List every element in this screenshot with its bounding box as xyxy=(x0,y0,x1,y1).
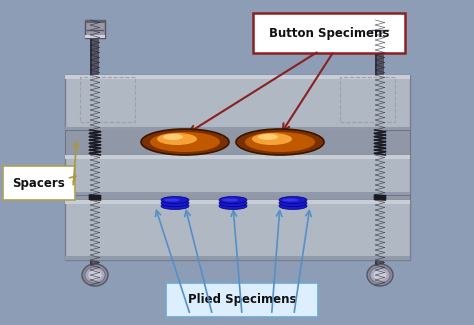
Bar xyxy=(65,195,90,200)
Bar xyxy=(91,20,92,285)
Ellipse shape xyxy=(279,202,307,210)
Bar xyxy=(385,195,410,200)
Bar xyxy=(385,130,410,155)
Ellipse shape xyxy=(219,197,247,203)
FancyBboxPatch shape xyxy=(3,166,75,200)
Bar xyxy=(85,20,105,23)
Ellipse shape xyxy=(279,197,307,203)
Ellipse shape xyxy=(82,264,108,286)
Bar xyxy=(65,256,410,260)
FancyBboxPatch shape xyxy=(253,13,405,53)
Ellipse shape xyxy=(222,199,238,202)
Ellipse shape xyxy=(245,132,315,152)
Bar xyxy=(65,75,410,130)
Bar xyxy=(375,20,384,285)
Text: Button Specimens: Button Specimens xyxy=(269,27,389,40)
Bar xyxy=(370,35,390,38)
Ellipse shape xyxy=(161,202,189,210)
Ellipse shape xyxy=(161,200,189,206)
Bar xyxy=(85,35,105,38)
Bar xyxy=(65,195,410,200)
Text: Spacers: Spacers xyxy=(13,176,65,189)
Bar xyxy=(65,155,410,195)
Ellipse shape xyxy=(219,200,247,206)
Text: Plied Specimens: Plied Specimens xyxy=(188,293,296,306)
Ellipse shape xyxy=(164,199,180,202)
Ellipse shape xyxy=(258,134,278,140)
Ellipse shape xyxy=(282,199,298,202)
Ellipse shape xyxy=(150,132,220,152)
Bar xyxy=(375,20,377,285)
Bar xyxy=(65,127,410,130)
FancyBboxPatch shape xyxy=(166,283,318,317)
Ellipse shape xyxy=(374,270,386,280)
Ellipse shape xyxy=(163,134,183,140)
Bar xyxy=(65,155,410,159)
Bar xyxy=(65,130,90,155)
Bar xyxy=(91,20,100,285)
Ellipse shape xyxy=(252,133,292,145)
Ellipse shape xyxy=(89,270,101,280)
Bar xyxy=(65,200,410,204)
Ellipse shape xyxy=(141,129,229,155)
Ellipse shape xyxy=(236,129,324,155)
Ellipse shape xyxy=(219,202,247,210)
FancyBboxPatch shape xyxy=(370,20,390,38)
Bar xyxy=(65,130,410,155)
Bar xyxy=(65,200,410,260)
Ellipse shape xyxy=(157,133,197,145)
Bar xyxy=(370,20,390,23)
Ellipse shape xyxy=(279,200,307,206)
Bar xyxy=(65,75,410,79)
Bar xyxy=(65,192,410,195)
FancyBboxPatch shape xyxy=(85,20,105,38)
Ellipse shape xyxy=(161,197,189,203)
Ellipse shape xyxy=(370,267,390,283)
Ellipse shape xyxy=(85,267,105,283)
Ellipse shape xyxy=(367,264,393,286)
